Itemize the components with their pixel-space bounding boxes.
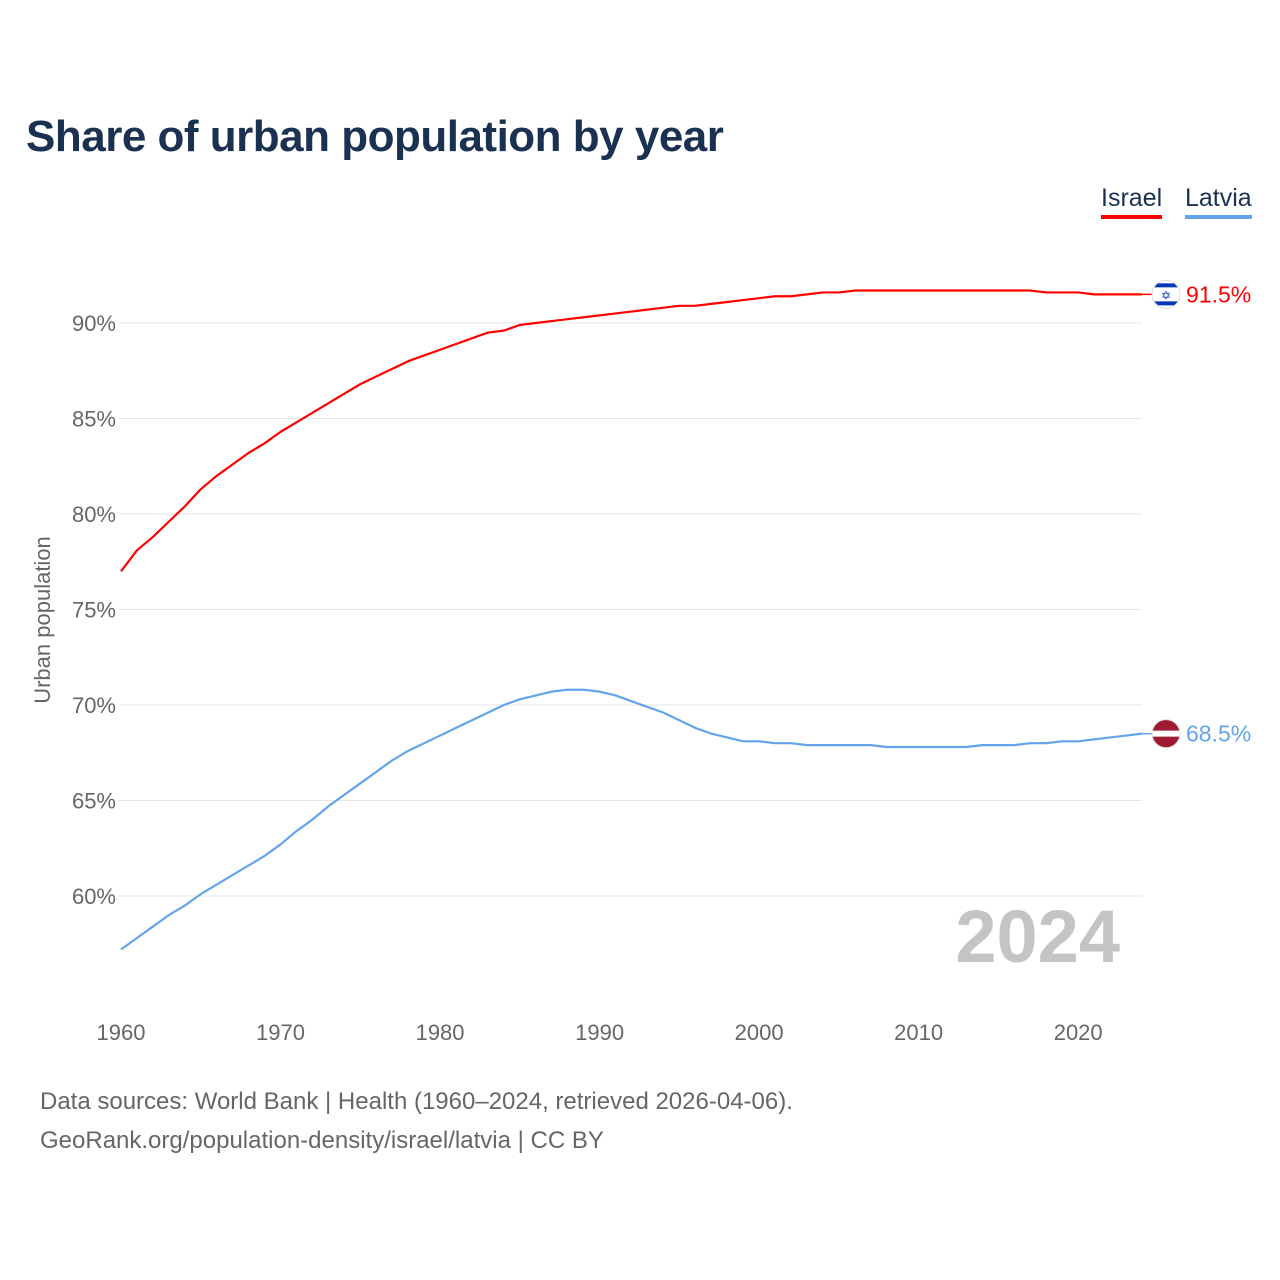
x-tick-label: 1970 [256, 1020, 305, 1045]
y-tick-label: 70% [72, 693, 116, 718]
y-tick-label: 60% [72, 884, 116, 909]
x-tick-label: 1990 [575, 1020, 624, 1045]
israel-flag-icon: ✡ [1152, 280, 1180, 309]
series-line-latvia [120, 688, 1143, 951]
x-tick-label: 2010 [894, 1020, 943, 1045]
y-axis-label: Urban population [30, 536, 55, 704]
y-tick-label: 80% [72, 502, 116, 527]
end-value-label: 91.5% [1186, 281, 1251, 307]
x-tick-label: 2000 [735, 1020, 784, 1045]
legend-israel[interactable]: Israel [1101, 184, 1163, 219]
x-tick-label: 1960 [97, 1020, 146, 1045]
legend-latvia[interactable]: Latvia [1185, 184, 1252, 219]
chart-title: Share of urban population by year [26, 112, 724, 161]
latvia-flag-icon [1152, 719, 1180, 748]
y-tick-label: 75% [72, 598, 116, 623]
flag-border [1151, 279, 1181, 309]
x-tick-label: 2020 [1054, 1020, 1103, 1045]
y-tick-label: 65% [72, 789, 116, 814]
y-tick-label: 85% [72, 407, 116, 432]
credit-link[interactable]: GeoRank.org/population-density/israel/la… [40, 1127, 604, 1154]
svg-text:✡: ✡ [1161, 288, 1171, 302]
data-sources: Data sources: World Bank | Health (1960–… [40, 1088, 793, 1115]
flag-border [1151, 719, 1181, 749]
y-tick-label: 90% [72, 311, 116, 336]
end-value-label: 68.5% [1186, 721, 1251, 747]
x-tick-label: 1980 [416, 1020, 465, 1045]
year-watermark: 2024 [955, 895, 1120, 978]
series-line-israel [120, 289, 1142, 572]
